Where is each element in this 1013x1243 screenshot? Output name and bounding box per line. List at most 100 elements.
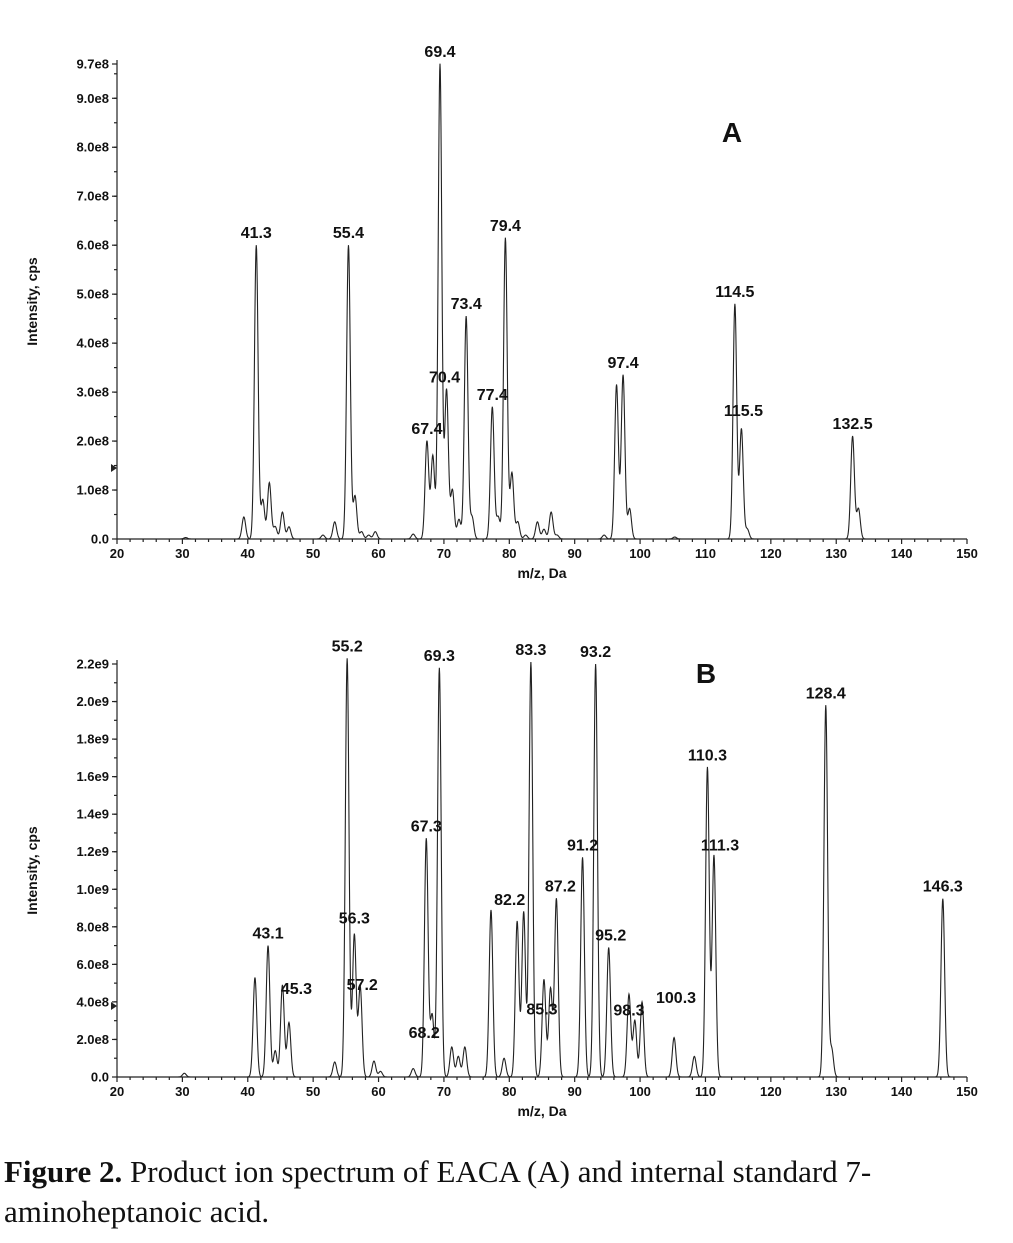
y-tick-label-6-0e8: 6.0e8 bbox=[76, 238, 109, 253]
peak-label-146-3: 146.3 bbox=[923, 879, 963, 896]
y-tick-label-1-6e9: 1.6e9 bbox=[76, 769, 109, 784]
x-tick-label-100: 100 bbox=[629, 546, 651, 561]
peak-label-82-2: 82.2 bbox=[494, 892, 525, 909]
y-tick-label-0-0: 0.0 bbox=[91, 1070, 109, 1085]
peak-label-70-4: 70.4 bbox=[429, 370, 460, 387]
peak-label-83-3: 83.3 bbox=[515, 642, 546, 659]
peak-label-85-3: 85.3 bbox=[526, 1001, 557, 1018]
y-tick-label-2-2e9: 2.2e9 bbox=[76, 657, 109, 672]
y-tick-label-4-0e8: 4.0e8 bbox=[76, 336, 109, 351]
y-tick-label-9-0e8: 9.0e8 bbox=[76, 91, 109, 106]
y-tick-label-1-0e9: 1.0e9 bbox=[76, 882, 109, 897]
x-tick-label-120: 120 bbox=[760, 546, 782, 561]
x-tick-label-70: 70 bbox=[437, 546, 451, 561]
peak-label-77-4: 77.4 bbox=[477, 387, 508, 404]
peak-label-73-4: 73.4 bbox=[451, 296, 482, 313]
peak-label-110-3: 110.3 bbox=[688, 747, 727, 764]
x-tick-label-110: 110 bbox=[695, 1084, 716, 1099]
peak-label-79-4: 79.4 bbox=[490, 218, 521, 235]
y-tick-label-0-0: 0.0 bbox=[91, 532, 109, 547]
caption-text: Product ion spectrum of EACA (A) and int… bbox=[4, 1154, 872, 1229]
peak-label-56-3: 56.3 bbox=[339, 910, 370, 927]
y-tick-label-6-0e8: 6.0e8 bbox=[76, 957, 109, 972]
y-tick-label-2-0e9: 2.0e9 bbox=[76, 694, 109, 709]
x-tick-label-30: 30 bbox=[175, 546, 189, 561]
caption-label: Figure 2. bbox=[4, 1154, 123, 1189]
x-tick-label-70: 70 bbox=[437, 1084, 451, 1099]
y-tick-label-1-4e9: 1.4e9 bbox=[76, 807, 109, 822]
x-tick-label-120: 120 bbox=[760, 1084, 782, 1099]
y-axis-title: Intensity, cps bbox=[24, 257, 40, 346]
x-tick-label-80: 80 bbox=[502, 1084, 516, 1099]
x-tick-label-130: 130 bbox=[825, 546, 847, 561]
peak-label-57-2: 57.2 bbox=[347, 977, 378, 994]
peak-label-128-4: 128.4 bbox=[806, 685, 846, 702]
y-tick-label-9-7e8: 9.7e8 bbox=[76, 57, 109, 72]
peak-label-97-4: 97.4 bbox=[608, 355, 639, 372]
x-tick-label-140: 140 bbox=[891, 1084, 913, 1099]
axis-marker-icon bbox=[111, 1002, 117, 1010]
peak-label-68-2: 68.2 bbox=[409, 1025, 440, 1042]
y-axis-title: Intensity, cps bbox=[24, 826, 40, 915]
y-tick-label-7-0e8: 7.0e8 bbox=[76, 189, 109, 204]
x-tick-label-40: 40 bbox=[241, 1084, 255, 1099]
y-tick-label-5-0e8: 5.0e8 bbox=[76, 287, 109, 302]
x-axis-title: m/z, Da bbox=[517, 1103, 566, 1119]
peak-label-87-2: 87.2 bbox=[545, 879, 576, 896]
peak-label-67-4: 67.4 bbox=[411, 421, 442, 438]
x-tick-label-90: 90 bbox=[567, 1084, 581, 1099]
x-tick-label-150: 150 bbox=[956, 1084, 978, 1099]
peak-label-55-4: 55.4 bbox=[333, 225, 364, 242]
spectrum-trace bbox=[117, 658, 967, 1078]
peak-label-69-4: 69.4 bbox=[424, 44, 455, 61]
peak-label-111-3: 111.3 bbox=[701, 837, 739, 854]
panel-b: 20 30 40 50 60 70 80 90 100 110 120 130 140 150 0.0 2.0… bbox=[24, 638, 978, 1119]
y-tick-label-1-2e9: 1.2e9 bbox=[76, 844, 109, 859]
panel-a: 20 30 40 50 60 70 80 90 100 110 120 130 140 150 0.0 1.0… bbox=[24, 44, 978, 581]
peak-label-93-2: 93.2 bbox=[580, 644, 611, 661]
x-tick-label-50: 50 bbox=[306, 546, 320, 561]
x-tick-label-20: 20 bbox=[110, 546, 124, 561]
x-tick-label-60: 60 bbox=[371, 1084, 385, 1099]
y-tick-label-8-0e8: 8.0e8 bbox=[76, 140, 109, 155]
y-tick-label-1-8e9: 1.8e9 bbox=[76, 732, 109, 747]
axis-marker-icon bbox=[111, 464, 117, 472]
peak-label-43-1: 43.1 bbox=[252, 926, 283, 943]
figure-caption: Figure 2. Product ion spectrum of EACA (… bbox=[4, 1152, 1009, 1232]
peak-label-55-2: 55.2 bbox=[332, 638, 363, 655]
spectrum-trace bbox=[117, 63, 967, 540]
y-tick-label-8-0e8: 8.0e8 bbox=[76, 919, 109, 934]
peak-label-91-2: 91.2 bbox=[567, 837, 598, 854]
peak-label-114-5: 114.5 bbox=[715, 284, 754, 301]
x-tick-label-90: 90 bbox=[567, 546, 581, 561]
peak-label-45-3: 45.3 bbox=[281, 981, 312, 998]
peak-label-95-2: 95.2 bbox=[595, 927, 626, 944]
peak-label-67-3: 67.3 bbox=[411, 819, 442, 836]
x-tick-label-60: 60 bbox=[371, 546, 385, 561]
x-tick-label-30: 30 bbox=[175, 1084, 189, 1099]
peak-label-132-5: 132.5 bbox=[833, 416, 873, 433]
y-tick-label-3-0e8: 3.0e8 bbox=[76, 385, 109, 400]
y-tick-label-1-0e8: 1.0e8 bbox=[76, 483, 109, 498]
x-tick-label-50: 50 bbox=[306, 1084, 320, 1099]
peak-label-98-3: 98.3 bbox=[613, 1002, 644, 1019]
peak-label-41-3: 41.3 bbox=[241, 225, 272, 242]
x-tick-label-130: 130 bbox=[825, 1084, 847, 1099]
x-axis-title: m/z, Da bbox=[517, 565, 566, 581]
x-tick-label-20: 20 bbox=[110, 1084, 124, 1099]
y-tick-label-2-0e8: 2.0e8 bbox=[76, 434, 109, 449]
x-tick-label-80: 80 bbox=[502, 546, 516, 561]
peak-label-115-5: 115.5 bbox=[724, 403, 763, 420]
x-tick-label-110: 110 bbox=[695, 546, 716, 561]
x-tick-label-140: 140 bbox=[891, 546, 913, 561]
x-tick-label-40: 40 bbox=[241, 546, 255, 561]
peak-label-69-3: 69.3 bbox=[424, 648, 455, 665]
panel-letter-a: A bbox=[722, 117, 742, 148]
panel-letter-b: B bbox=[696, 658, 716, 689]
x-tick-label-150: 150 bbox=[956, 546, 978, 561]
x-tick-label-100: 100 bbox=[629, 1084, 651, 1099]
y-tick-label-2-0e8: 2.0e8 bbox=[76, 1032, 109, 1047]
y-tick-label-4-0e8: 4.0e8 bbox=[76, 994, 109, 1009]
peak-label-100-3: 100.3 bbox=[656, 990, 696, 1007]
